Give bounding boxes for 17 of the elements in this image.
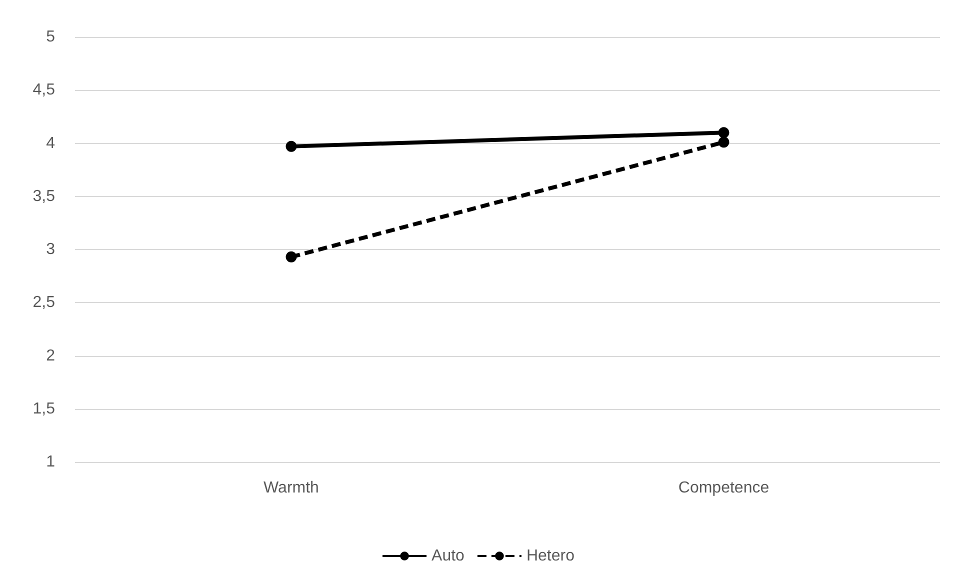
y-tick-label: 3 [46, 241, 56, 258]
point [718, 127, 730, 138]
legend-label: Hetero [526, 548, 575, 564]
point [286, 140, 297, 152]
y-tick-label: 4 [46, 134, 56, 152]
y-tick-label: 5 [46, 28, 56, 46]
y-tick-label: 1,5 [32, 400, 56, 418]
point [718, 136, 730, 148]
y-tick-label: 1 [46, 454, 56, 470]
y-tick-label: 4,5 [32, 82, 56, 99]
y-tick-label: 3,5 [32, 188, 56, 205]
y-tick-label: 2,5 [32, 294, 56, 312]
y-tick-label: 2 [46, 347, 56, 364]
x-tick-label: Competence [678, 480, 770, 496]
legend-label: Auto [432, 548, 465, 564]
x-tick-label: Warmth [264, 480, 319, 496]
point [286, 251, 297, 262]
